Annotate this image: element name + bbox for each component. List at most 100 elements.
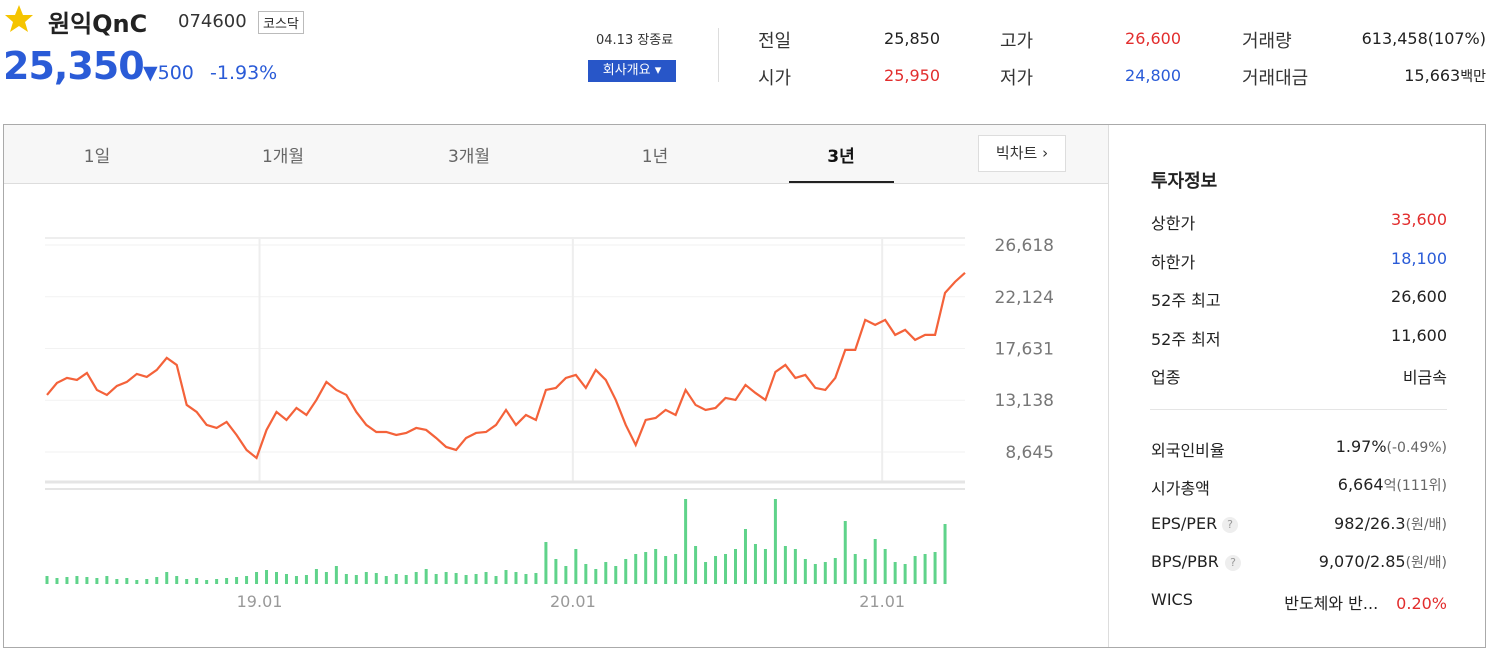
info-label: EPS/PER [1151, 513, 1218, 533]
volume-bar [724, 554, 728, 584]
volume-bar [265, 570, 269, 584]
info-title: 투자정보 [1151, 171, 1218, 192]
quote-value: 15,663백만 [1404, 66, 1486, 86]
volume-bar [364, 572, 368, 584]
chart: 26,618 22,124 17,631 13,138 8,645 19.01 20.01 2… [45, 236, 1054, 611]
volume-bar [454, 573, 458, 584]
volume-bar [464, 575, 468, 584]
info-value: 9,070/2.85 [1318, 551, 1406, 571]
chart-box [3, 124, 1486, 648]
volume-bar [324, 572, 328, 584]
volume-bar [85, 577, 89, 584]
quote-value: 25,950 [884, 66, 940, 85]
volume-bar [155, 577, 159, 584]
info-value: 982/26.3 [1334, 513, 1406, 533]
volume-bar [165, 572, 169, 584]
volume-bar [245, 576, 249, 584]
info-value: 반도체와 반... 0.20% [1284, 590, 1447, 614]
tab[interactable]: 3개월 [447, 147, 491, 167]
tab[interactable]: 1일 [83, 147, 111, 167]
volume-bar [75, 576, 79, 584]
volume-bar [384, 576, 388, 584]
volume-bar [434, 574, 438, 584]
volume-bar [474, 574, 478, 584]
favorite-star[interactable] [4, 4, 34, 34]
big-chart-button[interactable]: 빅차트 › [978, 135, 1066, 172]
volume-bar [714, 556, 718, 584]
volume-bar [584, 564, 588, 584]
volume-bar [534, 573, 538, 584]
market-status: 04.13 장종료 [596, 33, 674, 48]
volume-bar [294, 576, 298, 584]
market-badge: 코스닥 [258, 11, 304, 34]
volume-bar [664, 556, 668, 584]
info-sub: (-0.49%) [1386, 440, 1447, 456]
y-tick-label: 13,138 [995, 391, 1054, 411]
y-tick-label: 17,631 [995, 339, 1054, 359]
volume-bar [215, 579, 219, 584]
volume-bar [684, 499, 688, 584]
volume-bar [823, 562, 827, 584]
info-sub: (원/배) [1405, 554, 1447, 571]
info-value: 6,664억(111위) [1338, 475, 1447, 495]
volume-bar [494, 576, 498, 584]
volume-bar [255, 572, 259, 584]
company-button[interactable]: 회사개요 ▾ [588, 60, 676, 82]
volume-bar [833, 558, 837, 584]
volume-bar [504, 570, 508, 584]
tab[interactable]: 3년 [827, 147, 855, 167]
x-tick-label: 21.01 [859, 592, 905, 611]
quote-label: 저가 [1000, 68, 1034, 89]
tab[interactable]: 1년 [641, 147, 669, 167]
volume-bar [564, 566, 568, 584]
volume-bar [115, 579, 119, 584]
volume-bar [783, 546, 787, 584]
volume-bar [923, 554, 927, 584]
volume-bar [484, 572, 488, 584]
info-label: 상한가 [1151, 214, 1196, 233]
volume-bar [793, 549, 797, 584]
quote-value: 613,458(107%) [1361, 29, 1486, 48]
volume-bar [514, 572, 518, 584]
x-tick-label: 19.01 [237, 592, 283, 611]
volume-bar [404, 575, 408, 584]
change-value: 500 [157, 62, 194, 84]
volume-bar [394, 574, 398, 584]
volume-bar [704, 562, 708, 584]
y-tick-label: 8,645 [1005, 443, 1054, 463]
volume-bar [694, 546, 698, 584]
volume-bar [554, 559, 558, 584]
quote-label: 고가 [1000, 31, 1034, 52]
volume-bar [524, 574, 528, 584]
info-value: 11,600 [1391, 325, 1447, 345]
volume-bar [354, 575, 358, 584]
quote-label: 시가 [758, 68, 792, 89]
info-label: 하한가 [1151, 252, 1196, 272]
quote-value: 24,800 [1125, 66, 1181, 85]
volume-bar [125, 578, 129, 584]
info-divider [1150, 409, 1447, 410]
info-value: 1.97% [1335, 437, 1387, 456]
help-icon: ? [1225, 554, 1241, 571]
volume-bar [344, 574, 348, 584]
info-label: 52주 최저 [1151, 329, 1221, 349]
volume-bar [893, 562, 897, 584]
tab[interactable]: 1개월 [261, 147, 305, 167]
volume-bar [753, 544, 757, 584]
volume-bar [853, 554, 857, 584]
volume-bar [235, 577, 239, 584]
volume-bar [145, 579, 149, 584]
volume-bar [205, 580, 209, 584]
volume-bar [743, 529, 747, 584]
info-value: 9,070/2.85(원/배) [1319, 552, 1447, 572]
volume-bar [873, 539, 877, 584]
info-sub: (원/배) [1405, 516, 1447, 533]
volume-bar [574, 549, 578, 584]
panel-divider [1108, 125, 1109, 647]
price-change: ▼500 [143, 62, 194, 84]
volume-bar [95, 578, 99, 584]
volume-bar [863, 559, 867, 584]
volume-bar [414, 572, 418, 584]
y-tick-label: 26,618 [995, 236, 1054, 256]
x-tick-label: 20.01 [550, 592, 596, 611]
